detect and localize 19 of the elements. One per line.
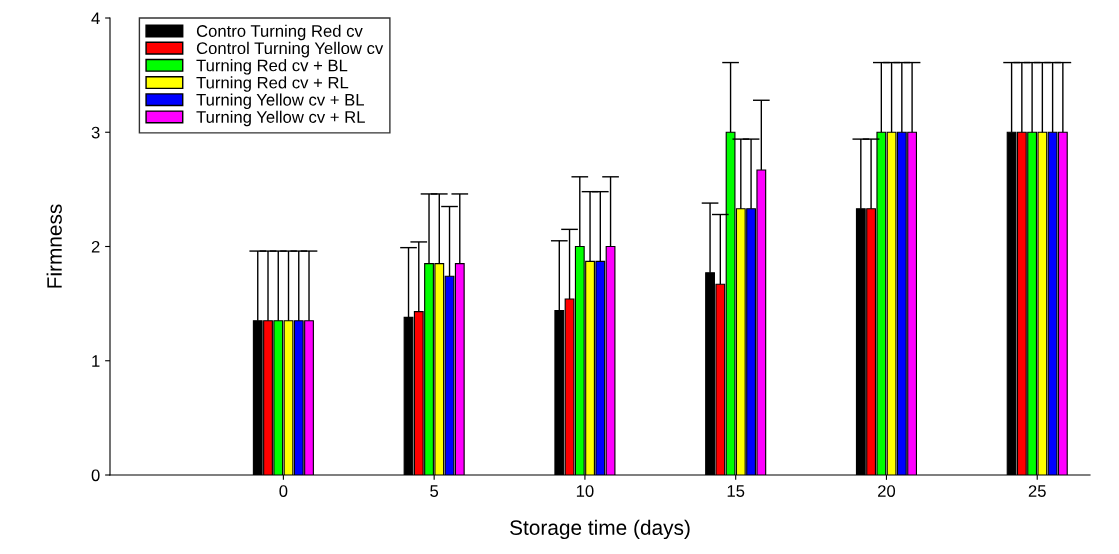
y-tick-label: 1	[92, 355, 100, 367]
legend-label: Control Turning Yellow cv	[196, 41, 384, 58]
legend-label: Turning Red cv + BL	[196, 59, 348, 75]
x-tick-label: 0	[279, 485, 288, 497]
legend-label: Turning Yellow cv + RL	[196, 110, 365, 127]
y-axis-title: Firmness	[46, 204, 62, 288]
legend-label: Turning Yellow cv + BL	[196, 93, 364, 110]
y-tick-label: 3	[91, 126, 100, 139]
x-tick-label: 15	[727, 485, 745, 497]
y-tick-label: 4	[91, 12, 100, 25]
x-tick-label: 25	[1028, 485, 1046, 497]
y-tick-label: 2	[91, 240, 100, 253]
x-axis-title: Storage time (days)	[510, 519, 690, 540]
legend-label: Turning Red cv + RL	[196, 76, 349, 92]
x-tick-label: 5	[430, 485, 439, 497]
y-tick-label: 0	[91, 469, 100, 482]
x-tick-label: 10	[576, 485, 594, 497]
legend-label: Contro Turning Red cv	[196, 24, 363, 41]
x-tick-label: 20	[878, 485, 896, 497]
